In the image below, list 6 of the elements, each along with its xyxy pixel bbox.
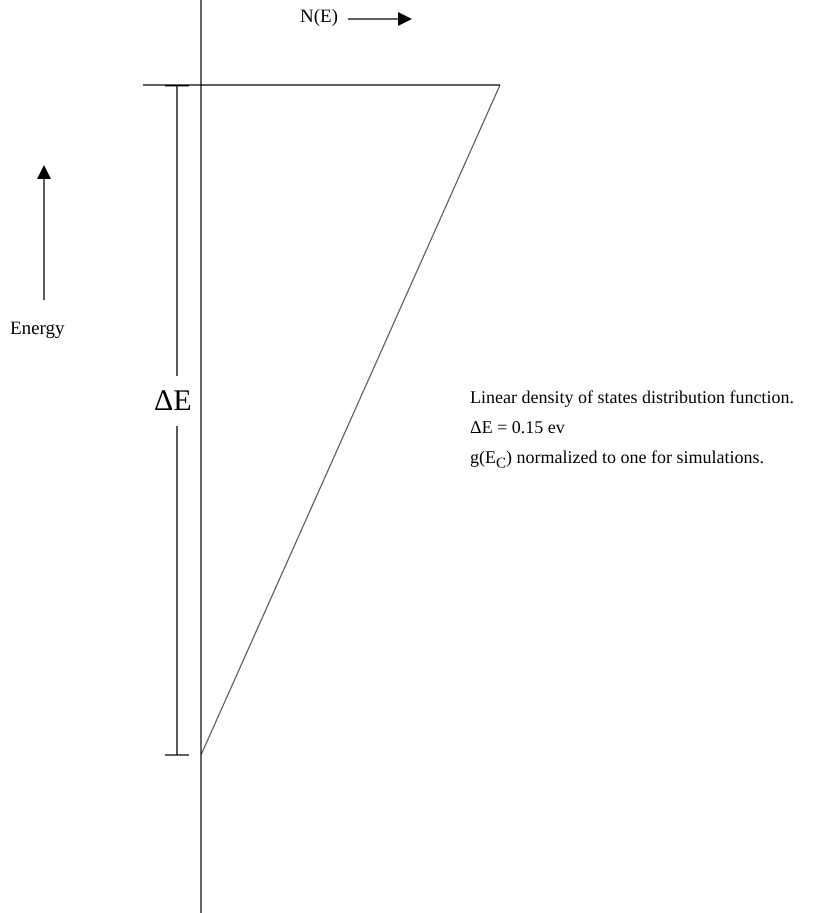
y-axis-title: Energy — [10, 318, 65, 340]
annotation: Linear density of states distribution function. — [470, 386, 795, 409]
annotation: ΔE = 0.15 ev — [470, 416, 566, 439]
annotation: g(E$_{C}$) normalized to one for simulations. — [470, 446, 765, 474]
x-axis-title: N(E) — [300, 6, 338, 28]
annotation: ΔE — [154, 376, 192, 426]
